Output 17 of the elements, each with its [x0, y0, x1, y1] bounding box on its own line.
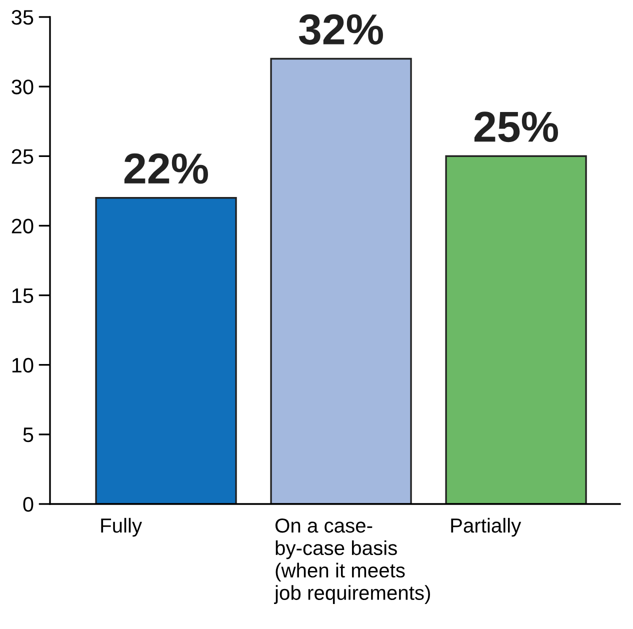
- data-label: 25%: [474, 112, 558, 142]
- x-tick-label: On a case- by-case basis (when it meets job requirements): [274, 518, 430, 604]
- y-tick-label: 25: [12, 149, 34, 164]
- data-label: 32%: [298, 14, 383, 45]
- y-tick-label: 5: [23, 428, 34, 442]
- x-tick-label: Fully: [101, 518, 142, 537]
- y-tick-label: 20: [12, 218, 34, 234]
- y-tick-label: 10: [12, 358, 34, 373]
- bar: [445, 155, 587, 504]
- bar: [95, 197, 237, 504]
- y-tick-label: 0: [23, 497, 34, 512]
- bar: [270, 58, 412, 504]
- y-tick-label: 30: [12, 80, 34, 94]
- y-tick-label: 35: [12, 10, 34, 25]
- y-tick-label: 15: [12, 288, 34, 304]
- data-label: 22%: [124, 153, 208, 184]
- x-tick-label: Partially: [451, 518, 522, 537]
